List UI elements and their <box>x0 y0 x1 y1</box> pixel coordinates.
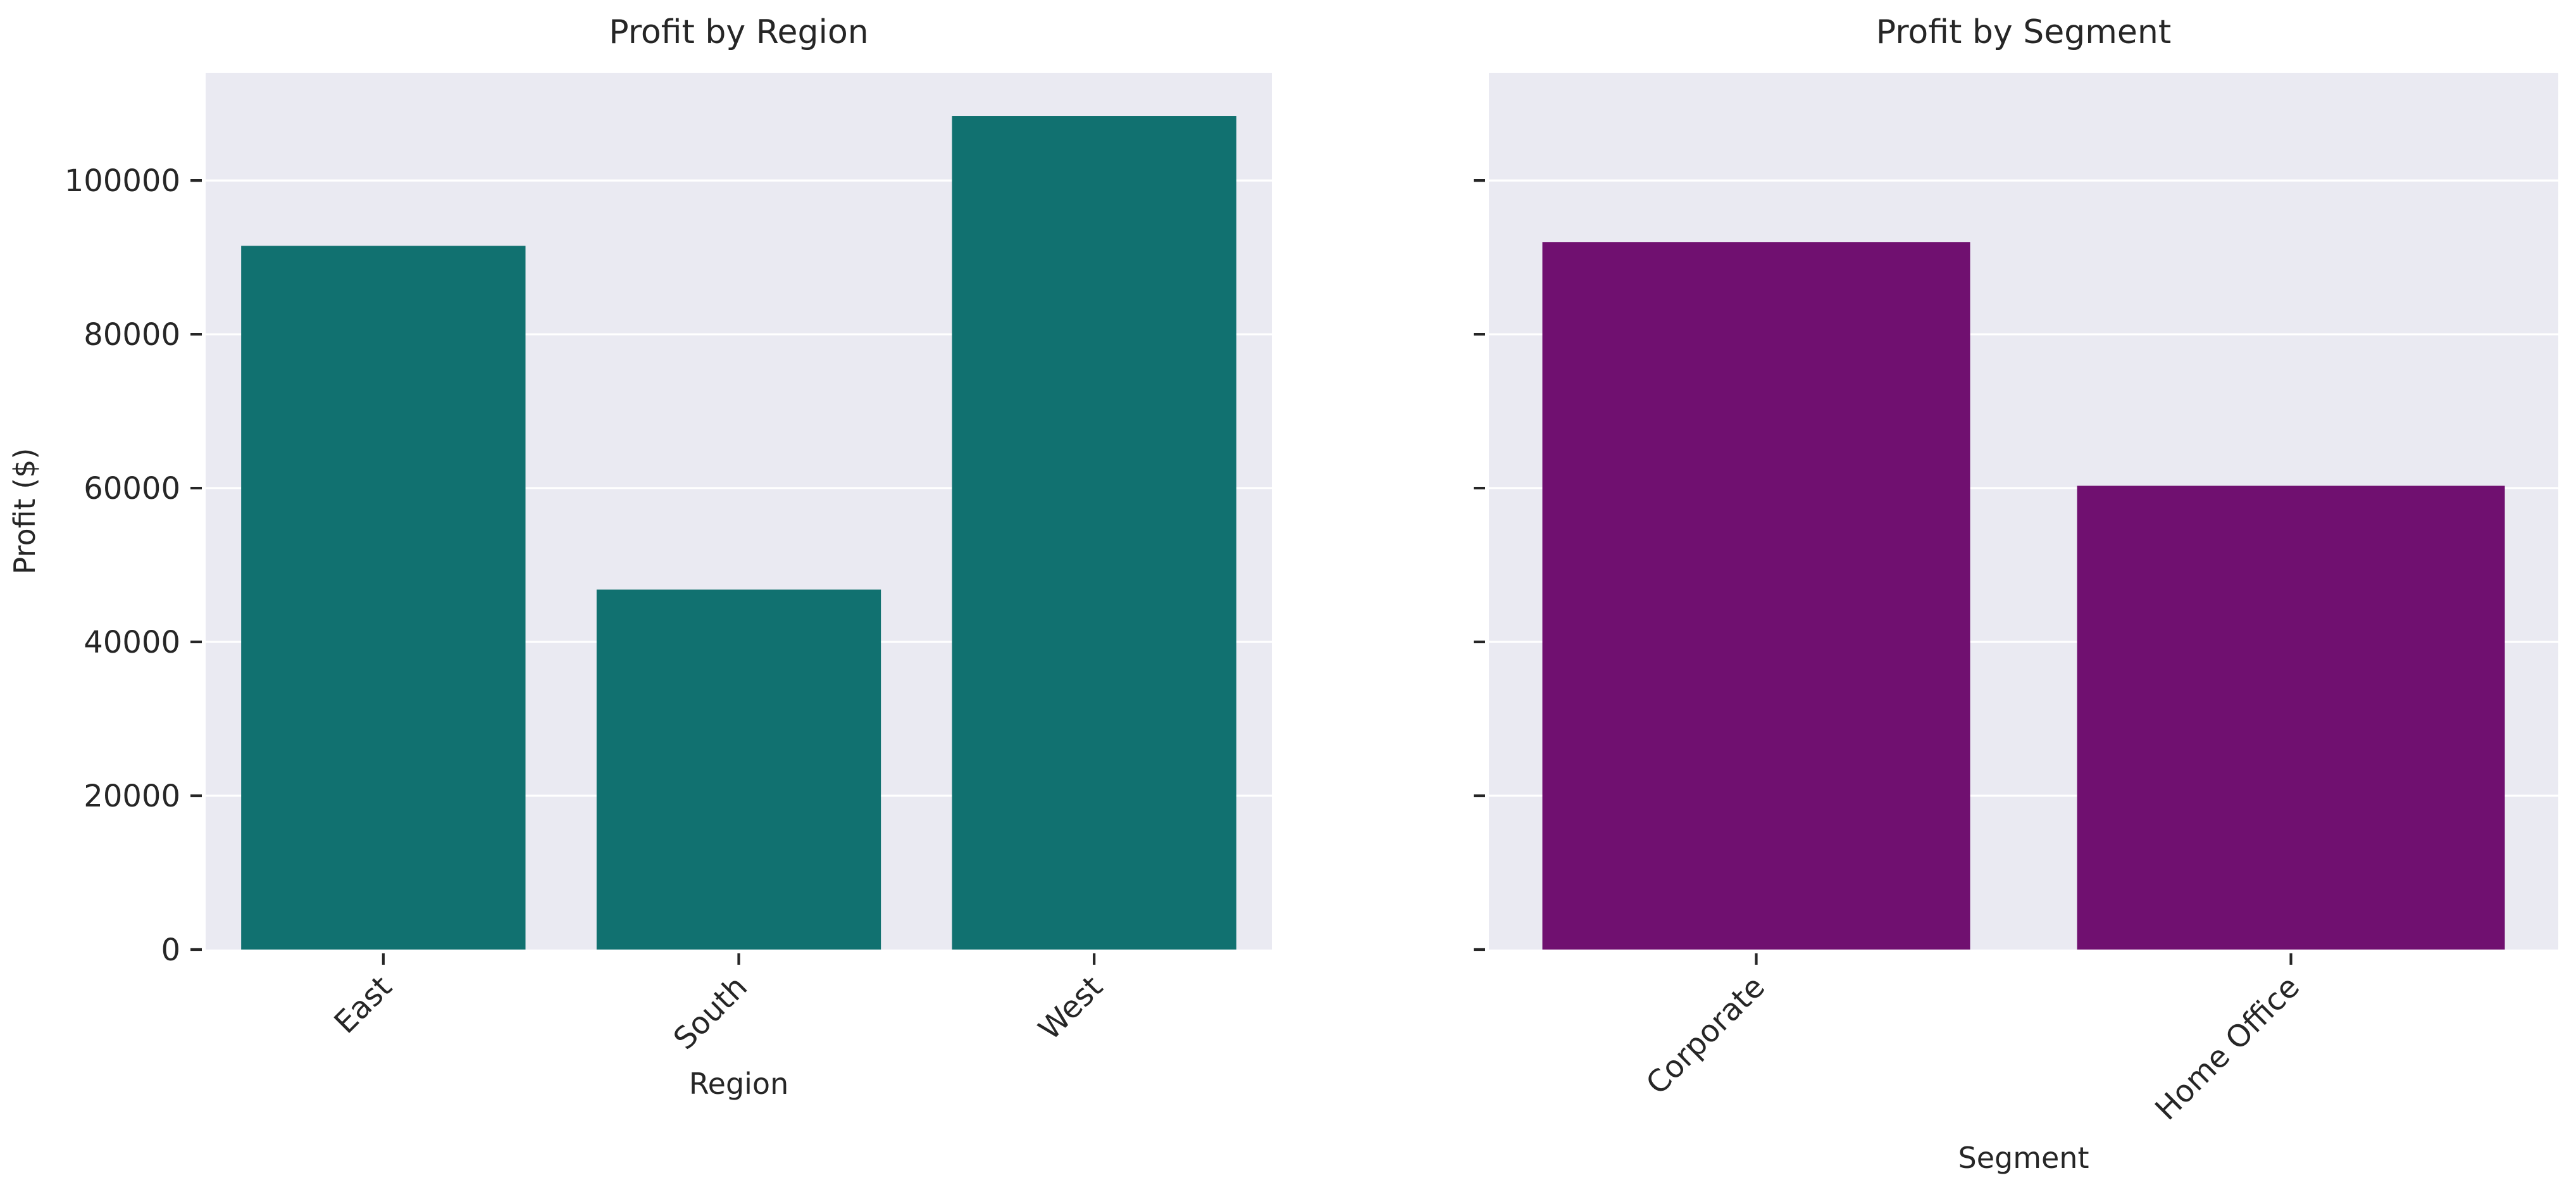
y-axis-label: Profit ($) <box>8 448 42 575</box>
x-tick-label: Home Office <box>2148 969 2306 1127</box>
y-axis-ticks: 0 20000 40000 60000 80000 100000 <box>65 163 202 968</box>
x-axis-ticks: East South West <box>327 953 1110 1057</box>
y-tick-label: 60000 <box>84 471 180 506</box>
y-tick-label: 80000 <box>84 317 180 353</box>
x-tick-label: West <box>1032 969 1110 1047</box>
bar-west <box>952 116 1236 950</box>
x-axis-label: Segment <box>1958 1141 2089 1175</box>
x-tick-label: South <box>667 969 754 1057</box>
y-tick-label: 100000 <box>65 163 180 199</box>
bar-south <box>596 589 881 950</box>
bar-corporate <box>1542 242 1970 950</box>
chart-title: Profit by Segment <box>1876 13 2171 51</box>
x-axis-label: Region <box>689 1067 788 1101</box>
y-tick-label: 20000 <box>84 779 180 814</box>
bar-east <box>241 246 526 950</box>
bars <box>241 116 1236 950</box>
x-axis-ticks: Corporate Home Office <box>1640 953 2306 1127</box>
chart-profit-by-region: 0 20000 40000 60000 80000 100000 East South Wes… <box>8 13 1272 1101</box>
y-tick-label: 0 <box>161 932 180 968</box>
y-axis-ticks <box>1474 179 1485 951</box>
chart-profit-by-segment: Corporate Home Office Profit by Segment S… <box>1474 13 2558 1175</box>
bar-home-office <box>2077 486 2505 950</box>
x-tick-label: Corporate <box>1640 969 1772 1101</box>
chart-title: Profit by Region <box>609 13 869 51</box>
y-tick-label: 40000 <box>84 625 180 660</box>
bars <box>1542 242 2505 950</box>
x-tick-label: East <box>327 969 399 1041</box>
